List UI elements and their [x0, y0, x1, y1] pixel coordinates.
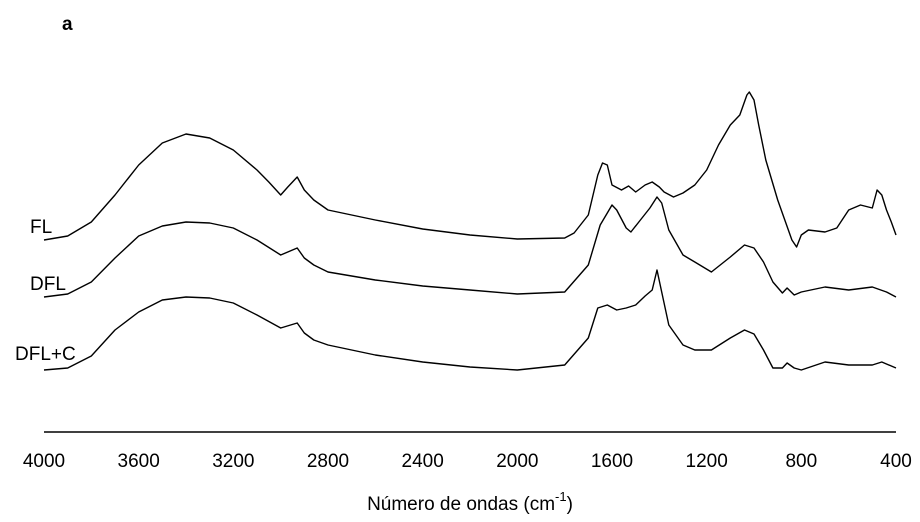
series-label: DFL: [30, 274, 66, 295]
x-axis-label: Número de ondas (cm-1): [367, 489, 573, 515]
x-tick-label: 1600: [591, 451, 633, 472]
panel-label: a: [62, 14, 73, 35]
x-tick-label: 1200: [686, 451, 728, 472]
spectrum-line: [43, 91, 897, 248]
x-tick-label: 2000: [496, 451, 538, 472]
x-tick-label: 2800: [307, 451, 349, 472]
x-tick-label: 3600: [118, 451, 160, 472]
x-tick-label: 4000: [23, 451, 65, 472]
x-tick-label: 2400: [402, 451, 444, 472]
x-label-text: Número de ondas (cm: [367, 494, 555, 515]
spectrum-line: [43, 269, 897, 371]
x-label-end: ): [567, 494, 573, 515]
spectrum-line: [43, 196, 897, 298]
x-tick-label: 3200: [212, 451, 254, 472]
series-label: DFL+C: [15, 344, 76, 365]
series-label: FL: [30, 217, 52, 238]
x-label-sup: -1: [555, 489, 567, 504]
x-tick-label: 400: [880, 451, 912, 472]
x-tick-label: 800: [785, 451, 817, 472]
